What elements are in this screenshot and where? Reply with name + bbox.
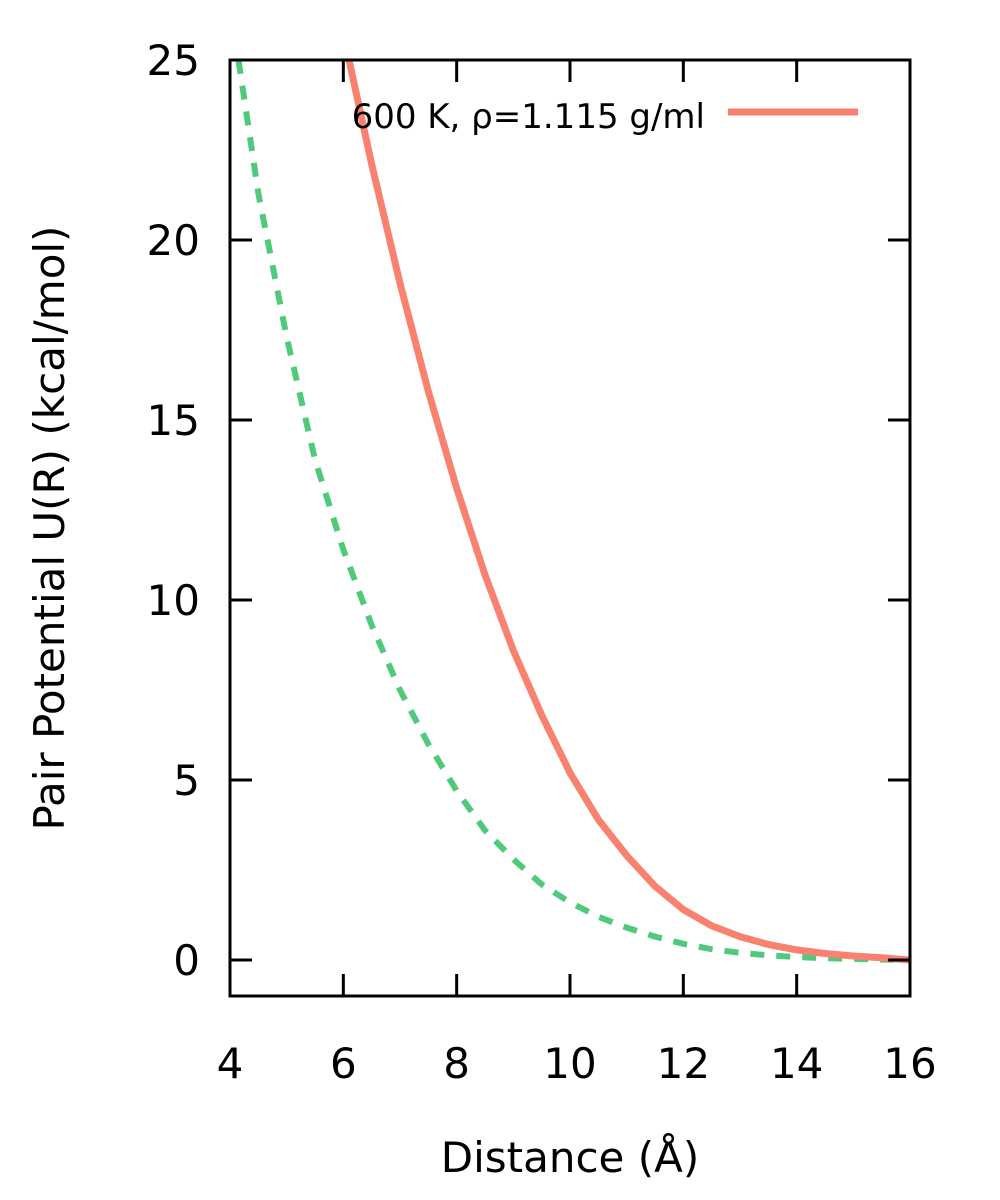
series-line-2 xyxy=(235,60,910,963)
y-axis-label: Pair Potential U(R) (kcal/mol) xyxy=(25,226,74,831)
x-tick-label: 12 xyxy=(657,1039,710,1088)
y-tick-label: 15 xyxy=(147,396,200,445)
y-tick-label: 10 xyxy=(147,576,200,625)
ticks-layer: 4 6 8 10 12 14 16 0 5 10 15 20 25 xyxy=(147,36,937,1088)
x-tick-label: 16 xyxy=(883,1039,936,1088)
x-tick-label: 8 xyxy=(443,1039,470,1088)
x-axis-label: Distance (Å) xyxy=(441,1132,700,1182)
legend-label-series-1: 600 K, ρ=1.115 g/ml xyxy=(352,97,705,137)
x-tick-label: 6 xyxy=(330,1039,357,1088)
x-tick-label: 10 xyxy=(543,1039,596,1088)
series-line-1 xyxy=(345,60,910,964)
x-tick-label: 14 xyxy=(770,1039,823,1088)
y-tick-label: 5 xyxy=(173,756,200,805)
legend: 600 K, ρ=1.115 g/ml xyxy=(352,97,858,137)
plot-frame xyxy=(228,58,912,998)
x-tick-label: 4 xyxy=(217,1039,244,1088)
y-tick-label: 25 xyxy=(147,36,200,85)
y-tick-label: 0 xyxy=(173,936,200,985)
series-layer xyxy=(235,60,910,964)
y-tick-label: 20 xyxy=(147,216,200,265)
